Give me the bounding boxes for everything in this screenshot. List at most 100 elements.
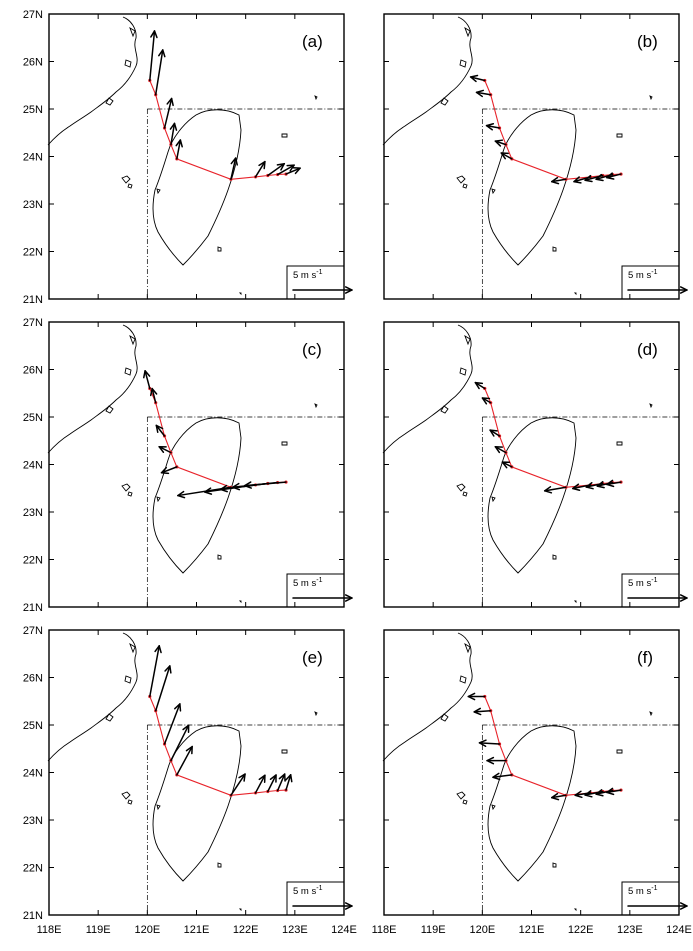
y-tick-label: 22N <box>23 863 43 875</box>
scale-legend-box <box>286 265 345 300</box>
coastline <box>47 16 318 295</box>
wind-vector-9 <box>606 787 622 796</box>
x-tick-label: 123E <box>282 924 308 936</box>
x-tick-label: 119E <box>86 924 111 936</box>
wind-vector-3 <box>494 445 507 454</box>
y-tick-label: 26N <box>23 57 43 69</box>
scale-legend: 5 m s-1 <box>621 573 688 608</box>
panel-label: (e) <box>302 648 323 667</box>
map-panel-a: (a) 5 m s-1 21N 22N 23N 24N 25N 26N 27N <box>23 9 353 306</box>
map-panel-d: (d) 5 m s-1 <box>382 321 688 608</box>
panel-label: (a) <box>302 32 323 51</box>
scale-arrow <box>627 594 688 602</box>
scale-legend: 5 m s-1 <box>286 881 353 916</box>
x-tick-label: 120E <box>469 924 495 936</box>
red-track-line <box>484 388 622 488</box>
wind-vector-1 <box>154 665 172 712</box>
wind-vector-9 <box>243 481 287 489</box>
wind-vector-1 <box>473 707 492 716</box>
y-tick-label: 27N <box>23 317 43 329</box>
scale-legend: 5 m s-1 <box>621 881 688 916</box>
wind-vector-7 <box>267 162 286 177</box>
wind-vector-0 <box>149 645 162 698</box>
x-tick-label: 118E <box>37 924 62 936</box>
wind-vector-0 <box>149 30 158 82</box>
y-tick-label: 22N <box>23 555 43 567</box>
wind-vector-3 <box>486 756 507 765</box>
wind-vector-3 <box>158 445 172 454</box>
wind-vector-2 <box>163 97 174 129</box>
x-tick-label: 122E <box>568 924 594 936</box>
wind-vector-0 <box>469 74 486 83</box>
wind-vector-4 <box>500 152 513 160</box>
wind-vector-4 <box>492 772 513 781</box>
x-tick-label: 120E <box>134 924 160 936</box>
map-panel-c: (c) 5 m s-1 21N 22N 23N 24N 25N 26N 27N <box>23 317 353 614</box>
wind-vector-1 <box>154 49 166 96</box>
y-tick-label: 24N <box>23 152 43 164</box>
panel-label: (d) <box>637 340 658 359</box>
scale-legend-box <box>286 573 345 608</box>
y-tick-label: 27N <box>23 9 43 21</box>
panel-frame <box>383 321 680 608</box>
wind-vector-1 <box>481 397 492 405</box>
panel-label: (b) <box>637 32 658 51</box>
scale-label: 5 m s-1 <box>293 269 323 281</box>
coastline <box>382 16 653 295</box>
scale-legend-box <box>621 573 680 608</box>
wind-vector-0 <box>467 692 486 701</box>
wind-vector-5 <box>543 486 567 494</box>
red-track-line <box>149 696 287 796</box>
scale-label: 5 m s-1 <box>293 885 323 897</box>
wind-vector-0 <box>474 381 486 390</box>
wind-vector-6 <box>254 774 266 794</box>
wind-vector-9 <box>285 167 301 175</box>
y-tick-label: 26N <box>23 365 43 377</box>
wind-vector-9 <box>606 479 622 488</box>
wind-vector-2 <box>489 429 501 437</box>
map-panel-e: (e) 5 m s-1 21N 22N 23N 24N 25N 26N 27N <box>23 625 353 922</box>
wind-vector-4 <box>175 139 183 160</box>
map-panel-b: (b) 5 m s-1 <box>382 13 688 300</box>
coastline <box>382 632 653 911</box>
wind-vector-5 <box>551 792 567 801</box>
scale-arrow <box>292 902 353 910</box>
wind-vector-2 <box>485 123 501 131</box>
x-tick-label: 121E <box>184 924 210 936</box>
scale-label: 5 m s-1 <box>628 885 658 897</box>
wind-vector-4 <box>160 466 178 475</box>
x-tick-label: 123E <box>617 924 643 936</box>
wind-vector-6 <box>254 160 266 178</box>
scale-label: 5 m s-1 <box>628 269 658 281</box>
wind-vector-3 <box>169 122 178 146</box>
wind-vector-8 <box>276 773 286 792</box>
wind-vector-4 <box>501 461 513 469</box>
red-track-line <box>484 80 622 180</box>
panel-frame <box>383 629 680 916</box>
y-tick-label: 27N <box>23 625 43 637</box>
y-tick-label: 21N <box>23 602 43 614</box>
y-tick-label: 24N <box>23 460 43 472</box>
coastline <box>382 324 653 603</box>
red-track-line <box>149 80 287 180</box>
panel-frame <box>48 629 345 916</box>
y-tick-label: 22N <box>23 247 43 259</box>
wind-vector-5 <box>230 773 246 797</box>
red-track-line <box>149 388 287 488</box>
wind-vector-8 <box>276 164 295 176</box>
map-panel-f: (f) 5 m s-1 <box>382 629 688 916</box>
x-tick-label: 118E <box>372 924 397 936</box>
y-tick-label: 23N <box>23 815 43 827</box>
y-tick-label: 21N <box>23 910 43 922</box>
wind-vector-7 <box>267 774 277 793</box>
scale-arrow <box>627 286 688 294</box>
wind-vector-2 <box>478 739 501 747</box>
scale-label: 5 m s-1 <box>293 577 323 589</box>
wind-vector-1 <box>475 89 492 98</box>
y-tick-label: 24N <box>23 768 43 780</box>
x-tick-label: 124E <box>331 924 357 936</box>
coastline <box>47 632 318 911</box>
wind-vector-3 <box>494 139 507 147</box>
y-tick-label: 25N <box>23 104 43 116</box>
